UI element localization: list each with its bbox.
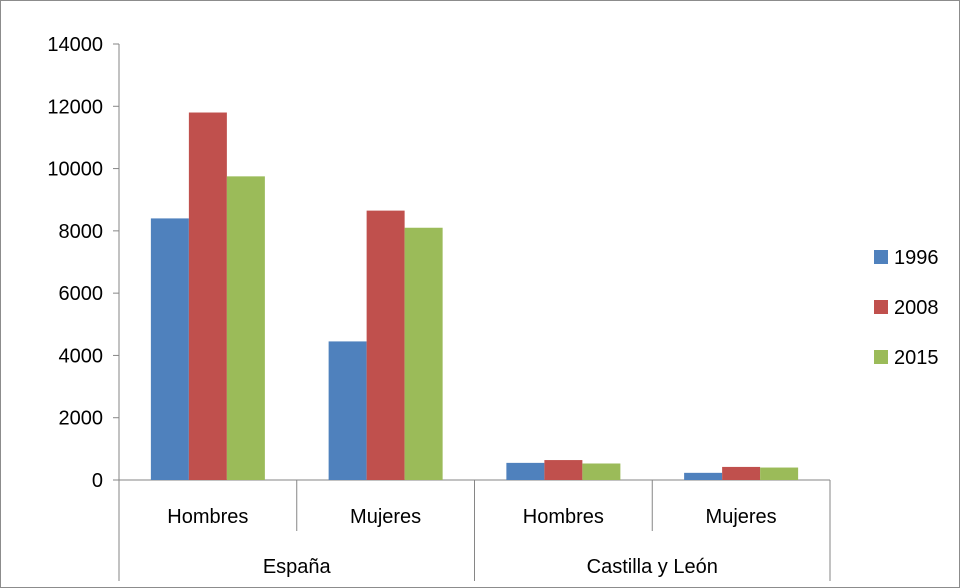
bar-1996-1 [328,341,367,480]
legend-swatch [874,350,888,364]
bar-2008-0 [188,112,227,480]
y-tick-label: 10000 [47,159,103,181]
group-label: España [263,556,332,578]
bar-2015-0 [226,176,265,480]
category-label: Mujeres [706,506,777,528]
bar-2008-2 [544,460,583,480]
legend-label: 1996 [894,247,939,269]
y-tick-label: 4000 [59,345,104,367]
y-tick-label: 8000 [59,221,104,243]
y-tick-label: 14000 [47,34,103,56]
bars [150,112,799,480]
category-label: Mujeres [350,506,421,528]
legend: 1996 2008 2015 [874,247,939,369]
x-axis: Hombres Mujeres Hombres Mujeres España Castil… [118,479,831,581]
group-label: Castilla y León [587,556,718,578]
category-label: Hombres [523,506,604,528]
legend-swatch [874,300,888,314]
legend-label: 2008 [894,297,939,319]
bar-2008-3 [722,466,761,480]
y-tick-label: 2000 [59,408,104,430]
y-tick-label: 12000 [47,96,103,118]
y-tick-label: 6000 [59,283,104,305]
bar-1996-3 [684,472,723,480]
category-label: Hombres [167,506,248,528]
bar-2015-2 [582,463,621,480]
bar-1996-0 [150,218,189,480]
bar-2008-1 [366,210,405,480]
y-axis: 0 2000 4000 6000 8000 10000 12000 14000 [47,34,120,492]
y-tick-label: 0 [92,470,103,492]
bar-1996-2 [506,462,545,480]
legend-label: 2015 [894,347,939,369]
bar-2015-3 [760,467,799,480]
bar-2015-1 [404,227,443,480]
legend-swatch [874,250,888,264]
